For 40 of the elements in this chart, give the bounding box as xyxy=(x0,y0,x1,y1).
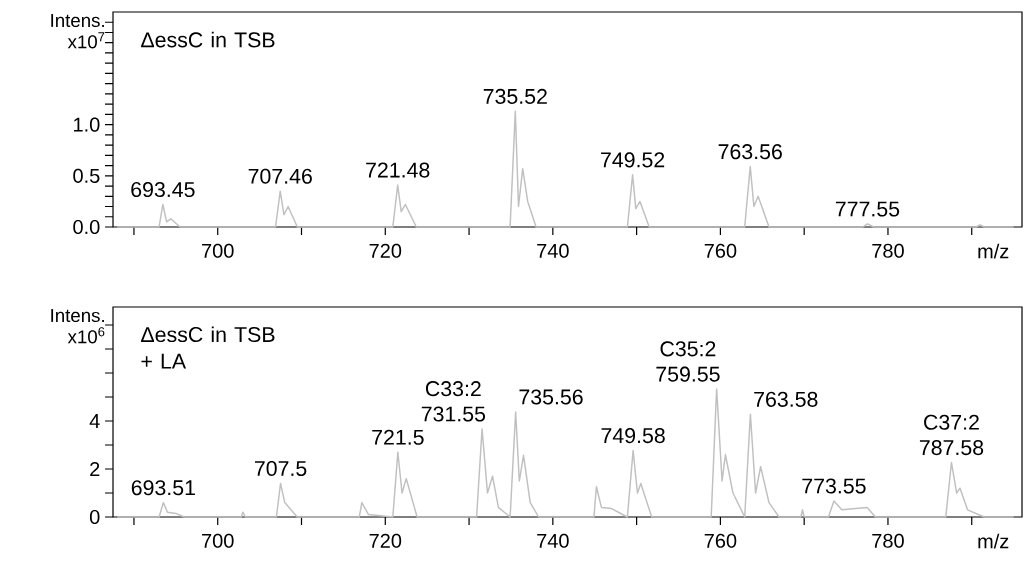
annotation: 749.52 xyxy=(601,152,665,168)
annotation: 773.55 xyxy=(802,478,866,494)
y-tick-label: 2 xyxy=(90,462,100,476)
annotation: C37:2 787.58 xyxy=(919,414,984,456)
x-tick-label: 740 xyxy=(537,533,569,548)
y-axis-title: Intens. x10$^{7}$ xyxy=(51,14,105,49)
annotation: C33:2 731.55 xyxy=(421,381,486,422)
annotation: 693.51 xyxy=(131,480,195,496)
x-tick-label: 700 xyxy=(202,533,234,548)
x-axis-title: m/z xyxy=(978,243,1009,259)
annotation: ΔessC in TSB xyxy=(141,31,275,48)
annotation: 777.55 xyxy=(835,201,900,217)
x-tick-label: 760 xyxy=(704,243,737,258)
annotation: 721.5 xyxy=(372,429,424,445)
x-axis-title: m/z xyxy=(978,533,1009,549)
annotation: ΔessC in TSB + LA xyxy=(141,326,275,369)
y-axis-title: Intens. x10$^{6}$ xyxy=(51,309,105,344)
y-tick-label: 0.0 xyxy=(73,219,100,235)
line-series xyxy=(116,110,1015,228)
x-tick-label: 720 xyxy=(369,533,402,548)
annotation: C35:2 759.55 xyxy=(656,341,720,382)
y-tick-label: 4 xyxy=(89,414,100,428)
y-tick-label: 0.5 xyxy=(73,168,100,183)
annotation: 735.52 xyxy=(483,88,547,104)
y-tick-label: 1.0 xyxy=(74,117,100,132)
x-tick-label: 780 xyxy=(872,243,904,258)
annotation: 693.45 xyxy=(131,182,195,198)
x-tick-label: 780 xyxy=(872,533,904,548)
y-tick-label: 0 xyxy=(89,509,100,525)
annotation: 763.58 xyxy=(754,391,818,407)
annotation: 763.56 xyxy=(718,144,782,160)
x-tick-label: 700 xyxy=(202,243,234,258)
annotation: 749.58 xyxy=(601,428,665,444)
annotation: 707.46 xyxy=(248,168,312,184)
annotation: 735.56 xyxy=(519,389,583,405)
annotation: 707.5 xyxy=(254,460,307,477)
x-tick-label: 740 xyxy=(537,243,569,258)
x-tick-label: 720 xyxy=(369,243,402,258)
annotation: 721.48 xyxy=(366,162,430,178)
x-tick-label: 760 xyxy=(704,533,737,548)
